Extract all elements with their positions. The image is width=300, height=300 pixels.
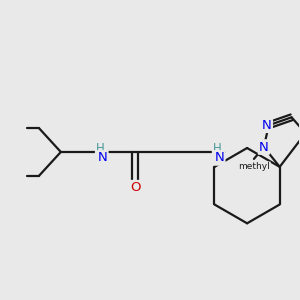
Text: methyl: methyl xyxy=(238,162,270,171)
Text: H: H xyxy=(96,142,105,154)
Text: N: N xyxy=(214,152,224,164)
Text: H: H xyxy=(213,142,222,154)
Text: O: O xyxy=(130,181,140,194)
Text: N: N xyxy=(98,152,107,164)
Text: N: N xyxy=(262,119,272,132)
Text: N: N xyxy=(259,140,269,154)
